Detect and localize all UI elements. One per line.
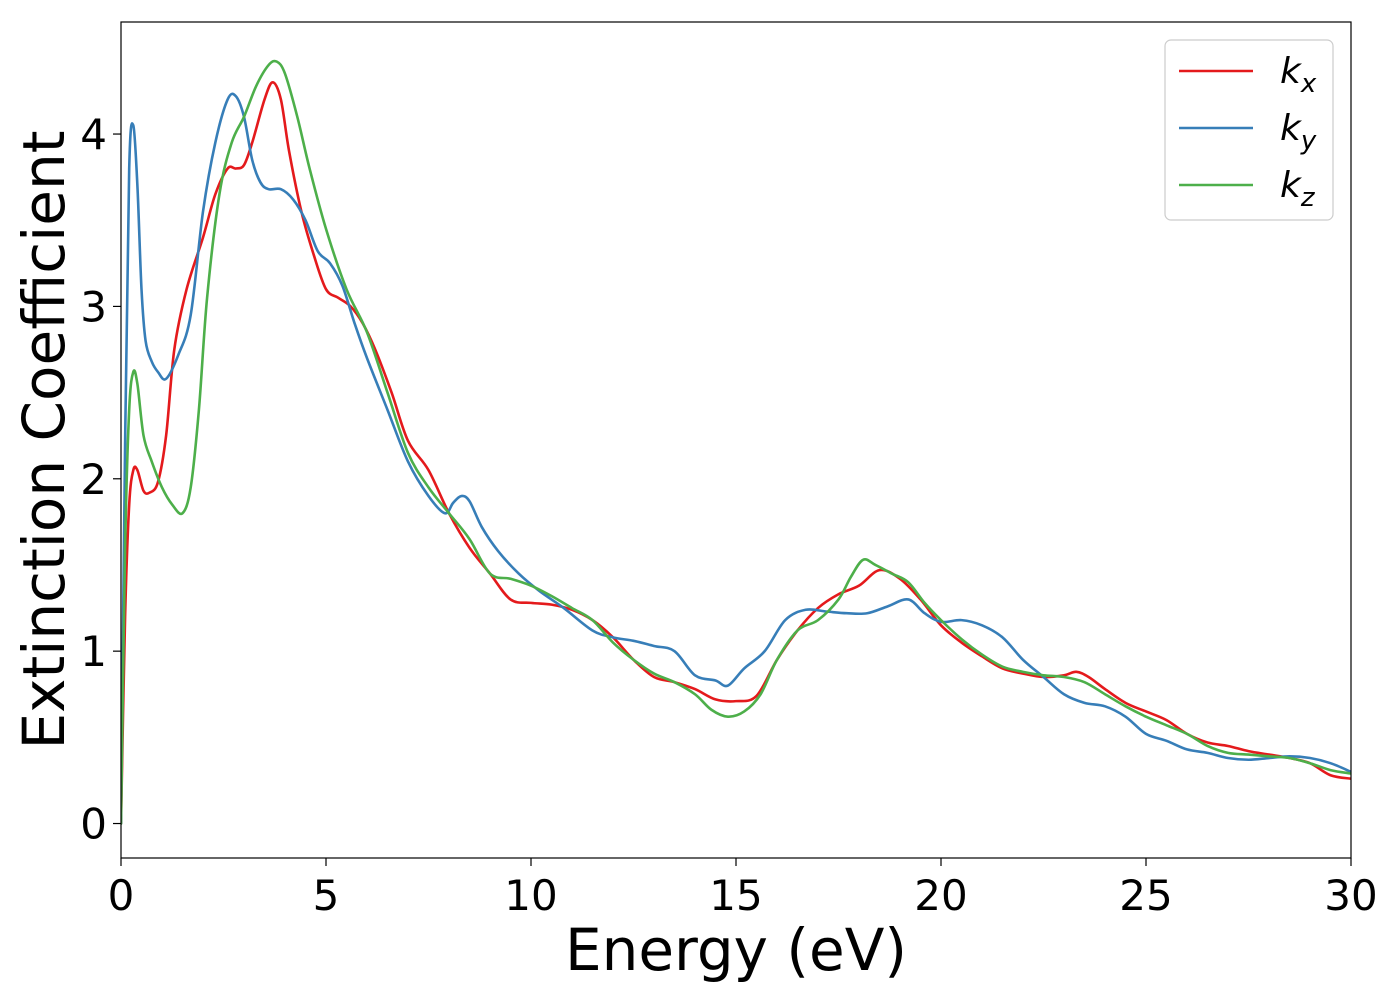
x-tick-label: 5	[313, 871, 340, 920]
x-tick-label: 15	[709, 871, 762, 920]
x-tick-label: 10	[504, 871, 557, 920]
legend-label-kx: kx	[1280, 51, 1317, 99]
y-tick-label: 2	[80, 455, 107, 504]
x-axis-title: Energy (eV)	[565, 916, 907, 984]
legend: kx ky kz	[1164, 39, 1334, 221]
y-axis-title: Extinction Coefficient	[10, 131, 78, 750]
legend-label-ky: ky	[1280, 108, 1317, 156]
x-tick-label: 0	[108, 871, 135, 920]
y-axis: 0 1 2 3 4	[80, 110, 121, 849]
y-tick-label: 1	[80, 627, 107, 676]
y-tick-label: 3	[80, 282, 107, 331]
legend-label-kz: kz	[1280, 165, 1316, 213]
y-tick-label: 0	[80, 800, 107, 849]
x-axis: 0 5 10 15 20 25 30	[108, 858, 1378, 920]
x-tick-label: 25	[1119, 871, 1172, 920]
x-tick-label: 20	[914, 871, 967, 920]
legend-box	[1164, 39, 1334, 221]
series-layer	[121, 59, 1351, 825]
y-tick-label: 4	[80, 110, 107, 159]
x-tick-label: 30	[1324, 871, 1377, 920]
series-line-kz	[121, 59, 1351, 825]
